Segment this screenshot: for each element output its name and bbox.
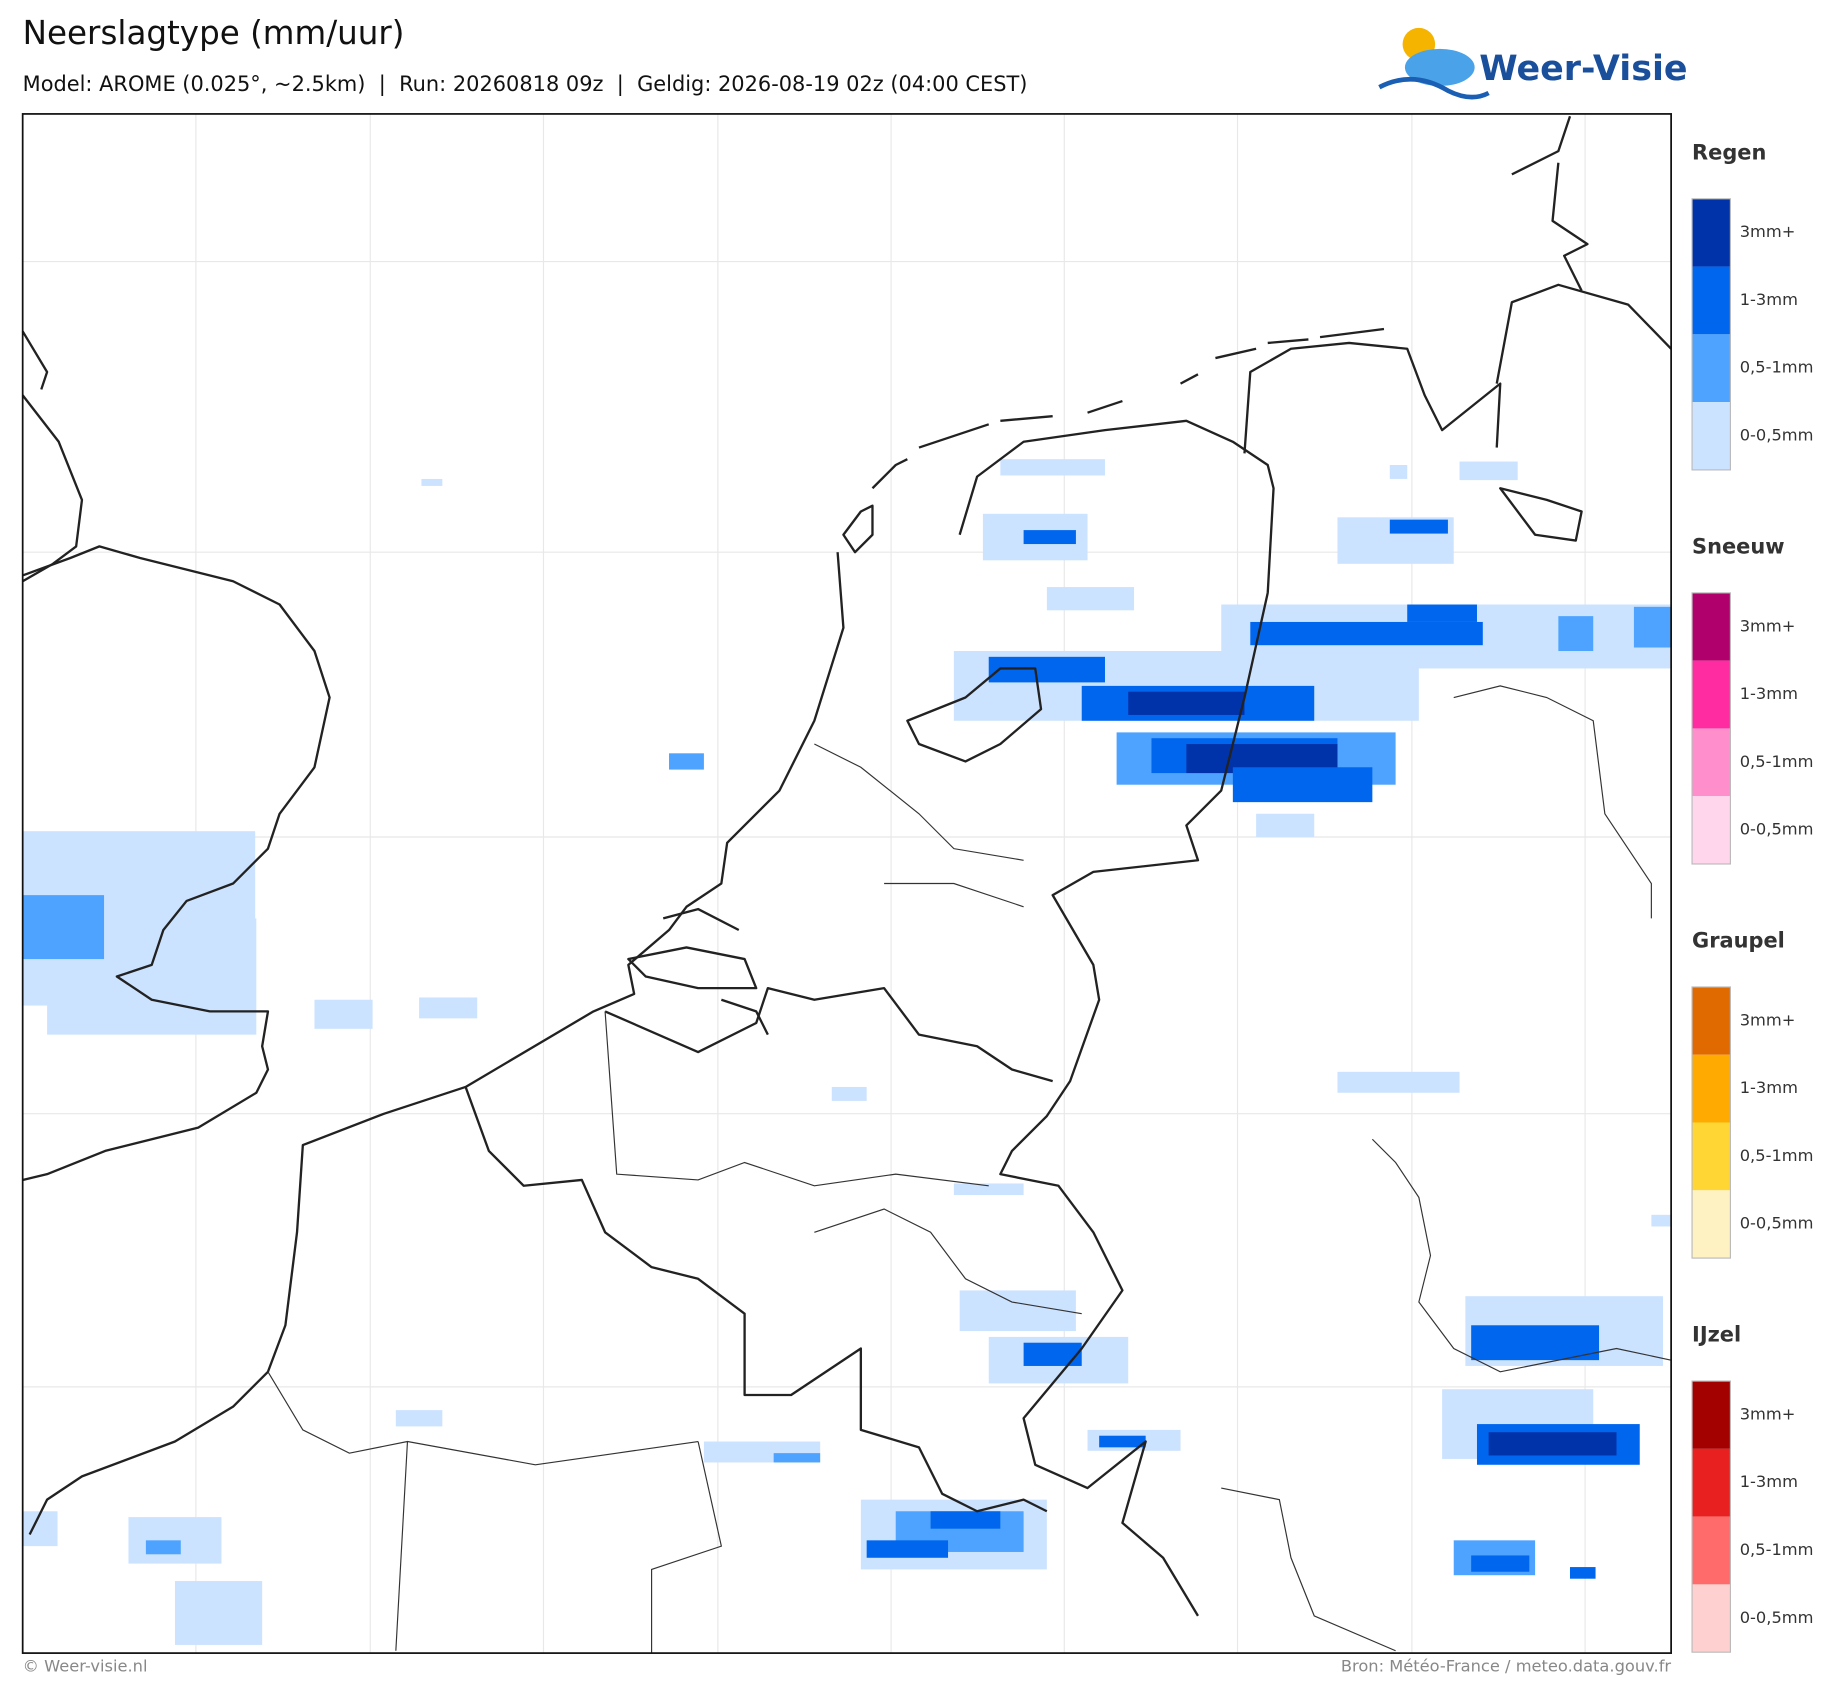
- legend-swatch: [1692, 266, 1731, 335]
- legend-label: 0,5-1mm: [1740, 1146, 1814, 1165]
- legend-swatch: [1692, 198, 1731, 267]
- logo-text: Weer-Visie: [1479, 49, 1687, 89]
- subtitle: Model: AROME (0.025°, ~2.5km) | Run: 202…: [23, 72, 1028, 97]
- legend-label: 0-0,5mm: [1740, 1214, 1814, 1233]
- legend-label: 0-0,5mm: [1740, 426, 1814, 445]
- map: [21, 113, 1672, 1654]
- footer-source: Bron: Météo-France / meteo.data.gouv.fr: [1341, 1657, 1672, 1676]
- legend-swatch: [1692, 1584, 1731, 1653]
- legend-swatch: [1692, 660, 1731, 729]
- legend-swatch: [1692, 592, 1731, 661]
- legend-swatch: [1692, 1122, 1731, 1191]
- map-frame: [21, 113, 1672, 1654]
- borders: [267, 592, 1672, 1654]
- legend-label: 3mm+: [1740, 616, 1796, 635]
- legend: Regen 3mm+ 1-3mm 0,5-1mm 0-0,5mm Sneeuw 3mm+ 1-…: [1691, 140, 1814, 1653]
- legend-title: Regen: [1692, 140, 1766, 164]
- coastlines: [21, 115, 1672, 1536]
- legend-swatch: [1692, 334, 1731, 403]
- legend-label: 1-3mm: [1740, 1078, 1798, 1097]
- legend-outline: [1691, 592, 1731, 865]
- legend-title: IJzel: [1692, 1323, 1741, 1347]
- legend-swatch: [1692, 796, 1731, 864]
- legend-swatch: [1692, 1054, 1731, 1123]
- logo-cloud: [1404, 48, 1475, 87]
- legend-label: 0,5-1mm: [1740, 752, 1814, 771]
- legend-outline: [1691, 1380, 1731, 1653]
- footer-credit: © Weer-visie.nl: [23, 1657, 148, 1676]
- legend-label: 3mm+: [1740, 1404, 1796, 1423]
- legend-title: Sneeuw: [1692, 535, 1785, 559]
- map-background: [22, 113, 1672, 1654]
- legend-swatch: [1692, 986, 1731, 1055]
- legend-group: Graupel 3mm+ 1-3mm 0,5-1mm 0-0,5mm: [1691, 929, 1814, 1259]
- legend-label: 1-3mm: [1740, 684, 1798, 703]
- legend-swatch: [1692, 1381, 1731, 1449]
- legend-group: IJzel 3mm+ 1-3mm 0,5-1mm 0-0,5mm: [1691, 1323, 1814, 1653]
- logo: Weer-Visie: [1378, 27, 1688, 100]
- logo-wave: [1378, 76, 1490, 100]
- legend-swatch: [1692, 728, 1731, 797]
- legend-outline: [1691, 198, 1731, 471]
- legend-label: 0-0,5mm: [1740, 820, 1814, 839]
- legend-outline: [1691, 986, 1731, 1259]
- legend-group: Sneeuw 3mm+ 1-3mm 0,5-1mm 0-0,5mm: [1691, 535, 1814, 865]
- legend-label: 3mm+: [1740, 222, 1796, 241]
- title: Neerslagtype (mm/uur): [23, 14, 405, 52]
- legend-label: 1-3mm: [1740, 1472, 1798, 1491]
- legend-swatch: [1692, 402, 1731, 470]
- legend-label: 3mm+: [1740, 1010, 1796, 1029]
- graticule: [22, 113, 1672, 1654]
- legend-title: Graupel: [1692, 929, 1785, 953]
- legend-swatch: [1692, 1190, 1731, 1259]
- legend-swatch: [1692, 1448, 1731, 1517]
- legend-label: 0,5-1mm: [1740, 358, 1814, 377]
- legend-swatch: [1692, 1516, 1731, 1585]
- legend-group: Regen 3mm+ 1-3mm 0,5-1mm 0-0,5mm: [1691, 140, 1814, 471]
- legend-label: 1-3mm: [1740, 290, 1798, 309]
- legend-label: 0-0,5mm: [1740, 1608, 1814, 1627]
- legend-label: 0,5-1mm: [1740, 1540, 1814, 1559]
- precipitation: [22, 459, 1672, 1645]
